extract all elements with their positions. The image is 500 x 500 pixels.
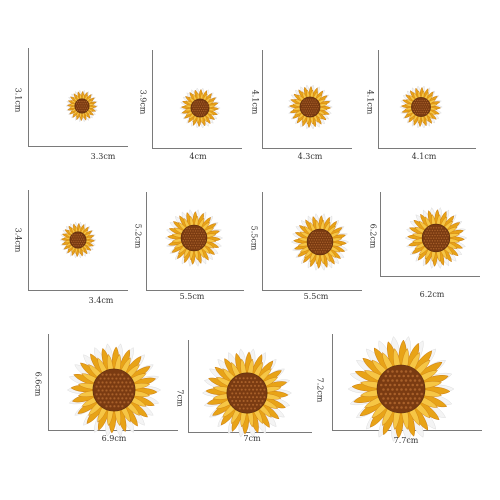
width-label: 6.9cm <box>101 434 127 443</box>
height-label: 5.5cm <box>249 225 259 251</box>
height-label: 3.1cm <box>13 87 23 113</box>
height-label: 3.9cm <box>138 89 148 115</box>
patch-cell-7: 5.5cm 5.5cm <box>250 192 362 301</box>
width-label: 3.3cm <box>90 152 116 161</box>
height-label: 4.1cm <box>365 89 375 115</box>
width-label: 4cm <box>189 152 207 161</box>
width-label: 5.5cm <box>303 292 329 301</box>
patch-cell-8: 6.2cm 6.2cm <box>369 192 480 299</box>
height-label: 6.6cm <box>33 371 43 397</box>
sunflower-patch-icon <box>59 221 97 259</box>
width-label: 7cm <box>243 434 261 443</box>
height-label: 5.2cm <box>133 223 143 249</box>
sunflower-patch-icon <box>65 89 99 123</box>
width-label: 4.1cm <box>411 152 437 161</box>
patch-cell-3: 4.1cm 4.3cm <box>251 50 352 161</box>
width-label: 5.5cm <box>179 292 205 301</box>
sunflower-patch-icon <box>202 348 292 438</box>
patch-cell-10: 7cm 7cm <box>176 340 312 443</box>
width-label: 3.4cm <box>88 296 114 305</box>
patch-cell-4: 4.1cm 4.1cm <box>366 50 476 161</box>
width-label: 6.2cm <box>419 290 445 299</box>
patch-cell-11: 7.2cm 7.7cm <box>316 334 482 445</box>
sunflower-patch-icon <box>66 343 162 437</box>
sunflower-patch-icon <box>290 213 350 271</box>
patch-cell-6: 5.2cm 5.5cm <box>134 192 244 301</box>
height-label: 4.1cm <box>250 89 260 115</box>
width-label: 4.3cm <box>297 152 323 161</box>
patch-cell-1: 3.1cm 3.3cm <box>14 48 128 161</box>
sunflower-patch-icon <box>348 336 454 442</box>
sunflower-patch-icon <box>404 207 468 269</box>
height-label: 3.4cm <box>13 227 23 253</box>
patch-cell-2: 3.9cm 4cm <box>139 50 242 161</box>
height-label: 7.2cm <box>315 377 325 403</box>
height-label: 7cm <box>175 389 185 407</box>
sunflower-patch-icon <box>287 84 333 130</box>
sunflower-patch-icon <box>179 87 221 129</box>
width-label: 7.7cm <box>393 436 419 445</box>
sunflower-patch-icon <box>399 85 443 129</box>
height-label: 6.2cm <box>368 223 378 249</box>
sunflower-patch-icon <box>164 209 224 267</box>
patch-cell-5: 3.4cm 3.4cm <box>14 190 128 305</box>
patch-cell-9: 6.6cm 6.9cm <box>34 334 178 443</box>
